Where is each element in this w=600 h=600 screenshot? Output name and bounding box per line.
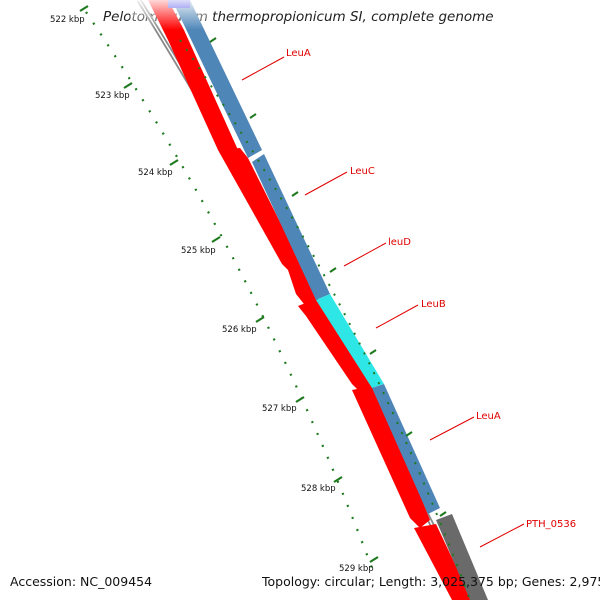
- ruler-tick-label: 523 kbp: [95, 91, 130, 101]
- gene-callouts: LeuA LeuC leuD LeuB LeuA PTH_0536: [241, 48, 576, 548]
- accession-text: Accession: NC_009454: [10, 574, 153, 589]
- ruler-tick-label: 524 kbp: [138, 168, 173, 178]
- cds-segment: [286, 260, 318, 304]
- gene-label: LeuA: [286, 48, 311, 59]
- ruler-ticks: [79, 5, 471, 600]
- feature-segment: [436, 514, 488, 600]
- gene-label: leuD: [388, 237, 411, 248]
- gene-label: LeuB: [421, 299, 446, 310]
- ruler-tick-label: 528 kbp: [301, 484, 336, 494]
- ruler-tick-label: 522 kbp: [50, 15, 85, 25]
- gene-label: PTH_0536: [526, 519, 576, 530]
- cds-ring: [148, 0, 472, 600]
- gene-label: LeuC: [350, 166, 375, 177]
- genome-stats-text: Topology: circular; Length: 3,025,375 bp…: [262, 574, 600, 589]
- cds-segment: [414, 524, 472, 600]
- ruler-tick-label: 529 kbp: [339, 564, 374, 574]
- cds-segment: [148, 0, 238, 160]
- ruler-tick-label: 527 kbp: [262, 404, 297, 414]
- cds-segment: [298, 298, 372, 392]
- cds-segment: [352, 386, 430, 528]
- feature-segment: [252, 154, 330, 300]
- ruler-tick-label: 525 kbp: [181, 246, 216, 256]
- feature-segment: [316, 294, 384, 388]
- feature-segment: [372, 384, 440, 514]
- gene-label: LeuA: [476, 411, 501, 422]
- cds-segment: [218, 148, 300, 272]
- feature-ring: [168, 0, 488, 600]
- ruler-labels: 522 kbp 523 kbp 524 kbp 525 kbp 526 kbp …: [50, 15, 374, 574]
- ruler-tick-label: 526 kbp: [222, 325, 257, 335]
- feature-segment: [172, 0, 262, 158]
